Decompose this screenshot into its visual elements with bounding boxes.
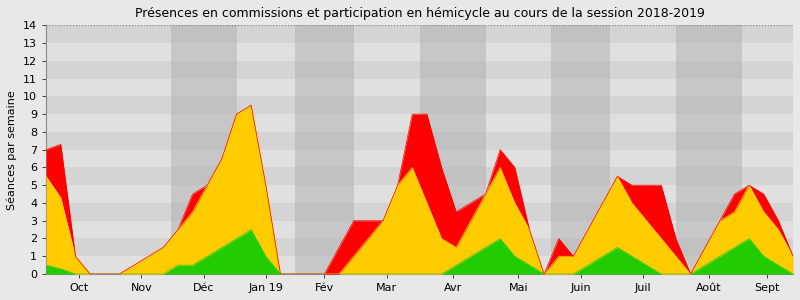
Bar [46,132,793,150]
Bar [46,114,793,132]
Bar [46,43,793,61]
Bar [676,25,742,274]
Bar [46,61,793,79]
Bar [46,25,793,43]
Bar [46,79,793,96]
Bar [46,150,793,167]
Bar [46,256,793,274]
Bar [551,25,610,274]
Bar [46,96,793,114]
Y-axis label: Séances par semaine: Séances par semaine [7,90,18,209]
Bar [46,185,793,203]
Bar [46,221,793,238]
Bar [420,25,486,274]
Bar [46,238,793,256]
Bar [295,25,354,274]
Bar [170,25,237,274]
Bar [46,203,793,221]
Bar [46,167,793,185]
Title: Présences en commissions et participation en hémicycle au cours de la session 20: Présences en commissions et participatio… [134,7,705,20]
